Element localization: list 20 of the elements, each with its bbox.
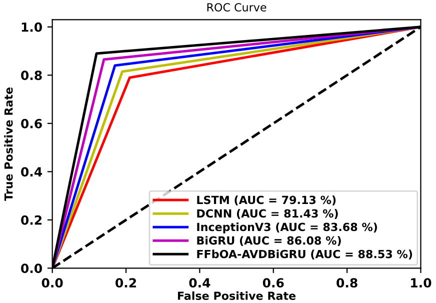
y-tick-label: 0.8	[21, 70, 42, 80]
y-axis-title: True Positive Rate	[4, 87, 13, 201]
x-tick-label: 0.4	[189, 278, 210, 288]
legend-label: FFbOA-AVDBiGRU (AUC = 88.53 %)	[197, 250, 412, 260]
x-tick-label: 0.6	[262, 278, 284, 288]
y-tick-label: 1.0	[22, 22, 42, 32]
x-tick-label: 0.2	[116, 278, 136, 288]
x-tick-label: 0.0	[42, 278, 63, 288]
y-tick-label: 0.6	[21, 118, 42, 128]
x-tick-label: 1.0	[411, 278, 432, 288]
legend-label: DCNN (AUC = 81.43 %)	[197, 209, 338, 219]
legend-label: InceptionV3 (AUC = 83.68 %)	[197, 222, 377, 234]
y-tick-label: 0.4	[21, 167, 42, 177]
y-tick-label: 0.2	[21, 215, 42, 225]
legend-label: LSTM (AUC = 79.13 %)	[197, 196, 336, 206]
legend-label: BiGRU (AUC = 86.08 %)	[197, 236, 341, 246]
x-tick-label: 0.8	[336, 278, 358, 288]
y-tick-label: 0.0	[21, 264, 42, 274]
x-axis-title: False Positive Rate	[178, 291, 296, 300]
chart-title: ROC Curve	[207, 3, 266, 12]
